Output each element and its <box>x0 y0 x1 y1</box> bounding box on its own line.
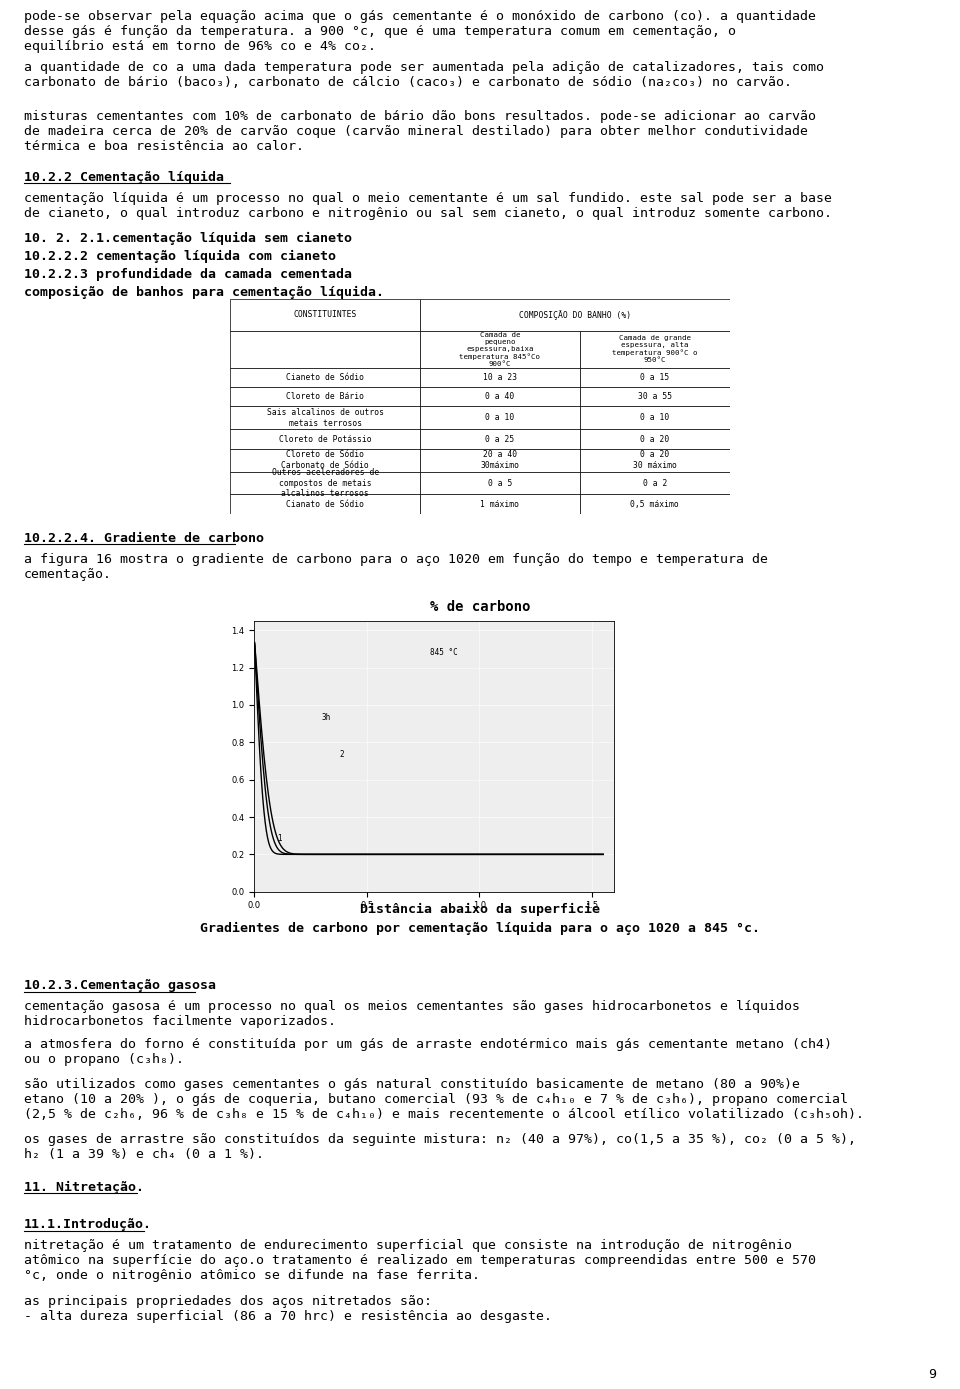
Bar <box>230 299 420 331</box>
Text: 30 a 55: 30 a 55 <box>637 392 672 401</box>
Text: 9: 9 <box>928 1368 936 1381</box>
Text: composição de banhos para cementação líquida.: composição de banhos para cementação líq… <box>24 286 384 299</box>
Text: Cianeto de Sódio: Cianeto de Sódio <box>286 372 364 382</box>
Bar <box>420 472 580 494</box>
Text: 10.2.2.3 profundidade da camada cementada: 10.2.2.3 profundidade da camada cementad… <box>24 268 352 281</box>
Bar <box>230 388 420 407</box>
Text: 0 a 20: 0 a 20 <box>640 435 669 443</box>
Text: a figura 16 mostra o gradiente de carbono para o aço 1020 em função do tempo e t: a figura 16 mostra o gradiente de carbon… <box>24 553 768 581</box>
Bar <box>580 494 730 514</box>
Bar <box>230 331 420 368</box>
Text: 0 a 15: 0 a 15 <box>640 372 669 382</box>
Bar <box>420 368 580 388</box>
Bar <box>580 429 730 449</box>
Text: Cloreto de Sódio
Carbonato de Sódio: Cloreto de Sódio Carbonato de Sódio <box>281 450 370 469</box>
Text: a quantidade de co a uma dada temperatura pode ser aumentada pela adição de cata: a quantidade de co a uma dada temperatur… <box>24 61 824 89</box>
Text: Sais alcalinos de outros
metais terrosos: Sais alcalinos de outros metais terrosos <box>267 408 384 428</box>
Text: 0 a 20
30 máximo: 0 a 20 30 máximo <box>633 450 677 469</box>
Bar <box>230 368 420 388</box>
Bar <box>230 449 420 472</box>
Bar <box>420 299 730 331</box>
Text: nitretação é um tratamento de endurecimento superficial que consiste na introduç: nitretação é um tratamento de endurecime… <box>24 1239 816 1282</box>
Text: 10.2.3.Cementação gasosa: 10.2.3.Cementação gasosa <box>24 979 216 992</box>
Text: COMPOSIÇÃO DO BANHO (%): COMPOSIÇÃO DO BANHO (%) <box>518 310 631 319</box>
Bar <box>580 331 730 368</box>
Text: 11.1.Introdução.: 11.1.Introdução. <box>24 1218 152 1231</box>
Bar <box>580 388 730 407</box>
Text: 10.2.2.4. Gradiente de carbono: 10.2.2.4. Gradiente de carbono <box>24 532 264 544</box>
Bar <box>420 388 580 407</box>
Text: Camada de grande
espessura, alta
temperatura 900°C o
950°C: Camada de grande espessura, alta tempera… <box>612 335 698 363</box>
Text: cementação gasosa é um processo no qual os meios cementantes são gases hidrocarb: cementação gasosa é um processo no qual … <box>24 1000 800 1028</box>
Text: misturas cementantes com 10% de carbonato de bário dão bons resultados. pode-se : misturas cementantes com 10% de carbonat… <box>24 110 816 153</box>
Text: 1: 1 <box>276 835 281 843</box>
Text: 845 °C: 845 °C <box>430 647 458 657</box>
Text: Cloreto de Bário: Cloreto de Bário <box>286 392 364 401</box>
Bar <box>580 449 730 472</box>
Text: Outros aceleradores de
compostos de metais
alcalinos terrosos: Outros aceleradores de compostos de meta… <box>272 468 379 497</box>
Text: 0 a 25: 0 a 25 <box>486 435 515 443</box>
Text: % de carbono: % de carbono <box>430 600 530 614</box>
Text: Cianato de Sódio: Cianato de Sódio <box>286 500 364 508</box>
Bar <box>580 407 730 429</box>
Text: 0 a 40: 0 a 40 <box>486 392 515 401</box>
Text: 0 a 10: 0 a 10 <box>486 414 515 422</box>
Text: 10.2.2.2 cementação líquida com cianeto: 10.2.2.2 cementação líquida com cianeto <box>24 250 336 263</box>
Text: 2: 2 <box>340 750 345 760</box>
Text: os gases de arrastre são constituídos da seguinte mistura: n₂ (40 a 97%), co(1,5: os gases de arrastre são constituídos da… <box>24 1133 856 1161</box>
Bar <box>420 407 580 429</box>
Text: as principais propriedades dos aços nitretados são:
- alta dureza superficial (8: as principais propriedades dos aços nitr… <box>24 1295 552 1322</box>
Bar <box>230 407 420 429</box>
Text: Gradientes de carbono por cementação líquida para o aço 1020 a 845 °c.: Gradientes de carbono por cementação líq… <box>200 922 760 935</box>
Bar <box>230 472 420 494</box>
Text: 11. Nitretação.: 11. Nitretação. <box>24 1181 144 1193</box>
Text: pode-se observar pela equação acima que o gás cementante é o monóxido de carbono: pode-se observar pela equação acima que … <box>24 10 816 53</box>
Text: 3h: 3h <box>322 713 331 722</box>
Text: 0 a 10: 0 a 10 <box>640 414 669 422</box>
Text: são utilizados como gases cementantes o gás natural constituído basicamente de m: são utilizados como gases cementantes o … <box>24 1078 864 1121</box>
Text: 10. 2. 2.1.cementação líquida sem cianeto: 10. 2. 2.1.cementação líquida sem cianet… <box>24 232 352 244</box>
Text: 1 máximo: 1 máximo <box>480 500 519 508</box>
Text: 0,5 máximo: 0,5 máximo <box>631 500 679 508</box>
Text: cementação líquida é um processo no qual o meio cementante é um sal fundido. est: cementação líquida é um processo no qual… <box>24 192 832 219</box>
Bar <box>420 429 580 449</box>
Text: Camada de
pequeno
espessura,baixa
temperatura 845°Co
900°C: Camada de pequeno espessura,baixa temper… <box>460 332 540 367</box>
Text: 10.2.2 Cementação líquida: 10.2.2 Cementação líquida <box>24 171 224 183</box>
Text: 20 a 40
30máximo: 20 a 40 30máximo <box>480 450 519 469</box>
Text: 0 a 5: 0 a 5 <box>488 479 512 488</box>
Bar <box>420 331 580 368</box>
Text: 10 a 23: 10 a 23 <box>483 372 517 382</box>
Bar <box>580 368 730 388</box>
Text: a atmosfera do forno é constituída por um gás de arraste endotérmico mais gás ce: a atmosfera do forno é constituída por u… <box>24 1038 832 1065</box>
Text: Distância abaixo da superficie: Distância abaixo da superficie <box>360 903 600 915</box>
Bar <box>420 494 580 514</box>
Bar <box>580 472 730 494</box>
Text: CONSTITUINTES: CONSTITUINTES <box>294 310 357 319</box>
Bar <box>230 429 420 449</box>
Bar <box>230 494 420 514</box>
Bar <box>420 449 580 472</box>
Text: Cloreto de Potássio: Cloreto de Potássio <box>279 435 372 443</box>
Text: 0 a 2: 0 a 2 <box>642 479 667 488</box>
